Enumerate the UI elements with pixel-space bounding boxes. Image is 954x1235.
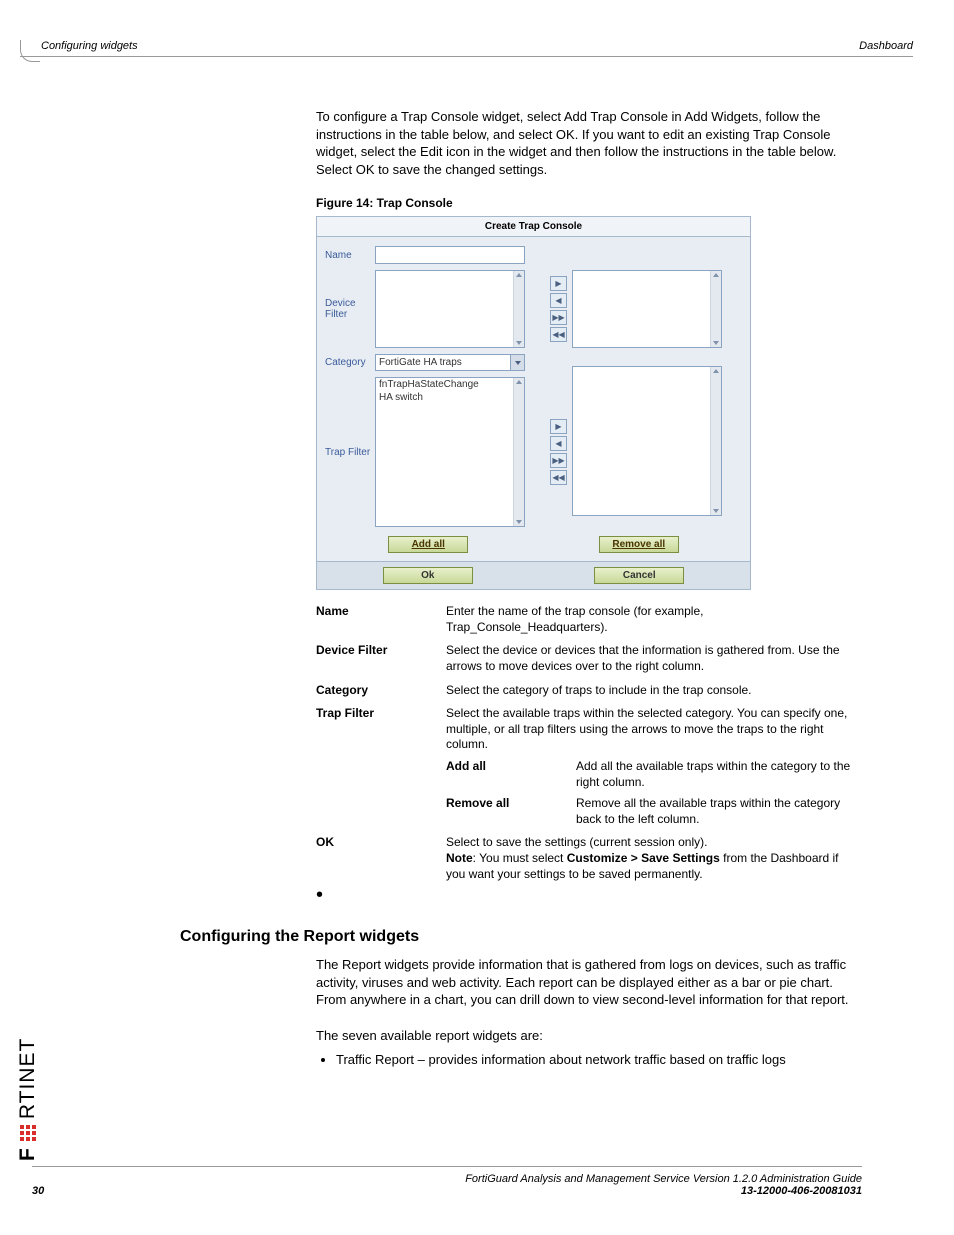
label-category: Category <box>323 351 373 374</box>
def-term-category: Category <box>316 683 446 699</box>
category-select[interactable]: FortiGate HA traps <box>375 354 525 371</box>
fortinet-logo: F RTINET <box>16 1038 40 1161</box>
label-device-filter: Device Filter <box>323 267 373 351</box>
footer-code: 13-12000-406-20081031 <box>741 1185 862 1197</box>
list-item[interactable]: HA switch <box>376 391 524 404</box>
header-curve-decor <box>20 40 40 62</box>
def-term-name: Name <box>316 604 446 635</box>
page-number: 30 <box>32 1185 44 1197</box>
trap-filter-left-list[interactable]: fnTrapHaStateChange HA switch <box>375 377 525 527</box>
trap-console-dialog: Create Trap Console Name Device Filter ▶… <box>316 216 751 590</box>
chevron-down-icon <box>510 355 524 370</box>
section-heading: Configuring the Report widgets <box>180 928 859 946</box>
ok-button[interactable]: Ok <box>383 567 473 584</box>
def-subterm-remove-all: Remove all <box>446 796 576 827</box>
move-left-button[interactable]: ◀ <box>550 436 567 451</box>
def-desc-trap-filter: Select the available traps within the se… <box>446 706 859 827</box>
header-right: Dashboard <box>859 40 913 52</box>
def-subdesc-add-all: Add all the available traps within the c… <box>576 759 859 790</box>
move-all-left-button[interactable]: ◀◀ <box>550 470 567 485</box>
label-trap-filter: Trap Filter <box>323 374 373 530</box>
intro-paragraph: To configure a Trap Console widget, sele… <box>316 108 859 178</box>
logo-grid-icon <box>20 1125 36 1141</box>
def-term-device-filter: Device Filter <box>316 643 446 674</box>
move-right-button[interactable]: ▶ <box>550 419 567 434</box>
def-desc-name: Enter the name of the trap console (for … <box>446 604 859 635</box>
stray-bullet: • <box>316 890 859 900</box>
move-all-right-button[interactable]: ▶▶ <box>550 453 567 468</box>
move-left-button[interactable]: ◀ <box>550 293 567 308</box>
device-filter-right-list[interactable] <box>572 270 722 348</box>
figure-caption: Figure 14: Trap Console <box>316 196 859 210</box>
move-all-right-button[interactable]: ▶▶ <box>550 310 567 325</box>
def-term-ok: OK <box>316 835 446 882</box>
def-desc-category: Select the category of traps to include … <box>446 683 859 699</box>
trap-filter-right-list[interactable] <box>572 366 722 516</box>
def-subdesc-remove-all: Remove all the available traps within th… <box>576 796 859 827</box>
move-right-button[interactable]: ▶ <box>550 276 567 291</box>
report-list: Traffic Report – provides information ab… <box>336 1052 859 1067</box>
def-desc-ok: Select to save the settings (current ses… <box>446 835 859 882</box>
report-list-intro: The seven available report widgets are: <box>316 1027 859 1045</box>
category-value: FortiGate HA traps <box>376 357 510 368</box>
device-filter-left-list[interactable] <box>375 270 525 348</box>
dialog-title: Create Trap Console <box>317 217 750 237</box>
move-all-left-button[interactable]: ◀◀ <box>550 327 567 342</box>
header-left: Configuring widgets <box>41 40 138 52</box>
remove-all-button[interactable]: Remove all <box>599 536 679 553</box>
page-footer: FortiGuard Analysis and Management Servi… <box>32 1166 862 1197</box>
def-subterm-add-all: Add all <box>446 759 576 790</box>
report-paragraph: The Report widgets provide information t… <box>316 956 859 1009</box>
name-input[interactable] <box>375 246 525 264</box>
label-name: Name <box>323 243 373 267</box>
def-term-trap-filter: Trap Filter <box>316 706 446 827</box>
list-item[interactable]: fnTrapHaStateChange <box>376 378 524 391</box>
def-desc-device-filter: Select the device or devices that the in… <box>446 643 859 674</box>
header-rule <box>20 56 913 57</box>
add-all-button[interactable]: Add all <box>388 536 468 553</box>
footer-title: FortiGuard Analysis and Management Servi… <box>32 1173 862 1185</box>
definition-list: Name Enter the name of the trap console … <box>316 604 859 882</box>
list-item: Traffic Report – provides information ab… <box>336 1052 859 1067</box>
cancel-button[interactable]: Cancel <box>594 567 684 584</box>
page-header: Configuring widgets Dashboard <box>41 40 913 52</box>
